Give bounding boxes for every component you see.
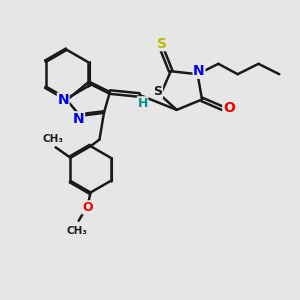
Text: S: S <box>157 37 167 51</box>
Text: N: N <box>193 64 205 78</box>
Text: O: O <box>223 101 235 116</box>
Text: CH₃: CH₃ <box>43 134 64 144</box>
Text: O: O <box>82 201 93 214</box>
Text: N: N <box>73 112 85 126</box>
Text: S: S <box>154 85 163 98</box>
Text: CH₃: CH₃ <box>67 226 88 236</box>
Text: N: N <box>57 93 69 107</box>
Text: H: H <box>137 97 148 110</box>
